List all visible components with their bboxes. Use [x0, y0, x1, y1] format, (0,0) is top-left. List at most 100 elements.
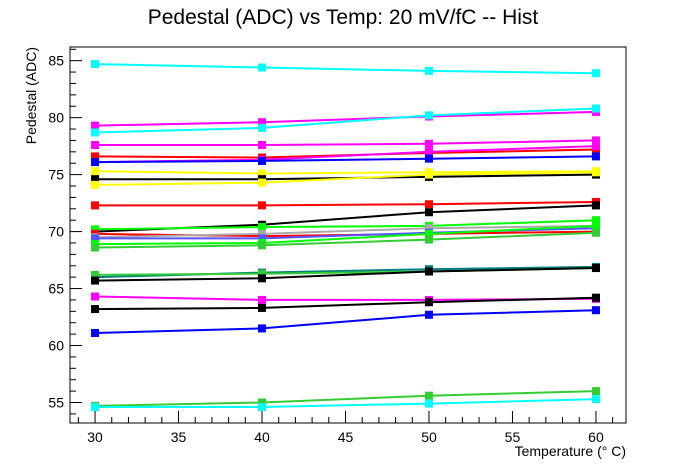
y-tick-label: 55 [48, 394, 64, 410]
data-point [91, 234, 100, 243]
series-line [95, 139, 596, 146]
x-tick-label: 35 [171, 429, 187, 445]
data-point [424, 208, 433, 217]
series-line [95, 201, 596, 207]
data-point [91, 140, 100, 149]
data-point [591, 201, 600, 210]
data-point [424, 399, 433, 408]
data-point [91, 167, 100, 176]
data-point [424, 391, 433, 400]
data-point [591, 221, 600, 230]
series-4 [91, 136, 600, 149]
data-point [91, 270, 100, 279]
data-point [258, 201, 267, 210]
chart-title: Pedestal (ADC) vs Temp: 20 mV/fC -- Hist [148, 6, 539, 29]
data-point [91, 152, 100, 161]
x-tick-label: 40 [254, 429, 270, 445]
x-tick-label: 45 [338, 429, 354, 445]
data-point [424, 229, 433, 238]
series-line [94, 107, 596, 134]
data-point [424, 224, 433, 233]
data-point [258, 63, 267, 72]
data-point [91, 403, 100, 412]
y-tick-label: 85 [48, 53, 64, 69]
data-point [591, 168, 600, 177]
data-point [91, 305, 100, 314]
data-point [591, 142, 600, 151]
data-point [258, 169, 267, 178]
data-point [91, 60, 100, 69]
data-point [258, 223, 267, 232]
data-point [258, 229, 267, 238]
data-point [424, 298, 433, 307]
x-tick-label: 55 [505, 429, 521, 445]
data-point [424, 147, 433, 156]
data-point [591, 69, 600, 78]
y-axis-label: Pedestal (ADC) [23, 47, 39, 144]
data-point [424, 267, 433, 276]
y-tick-label: 80 [48, 110, 64, 126]
data-point [258, 118, 267, 127]
series-21 [91, 264, 600, 285]
data-point [91, 276, 100, 285]
data-point [591, 387, 600, 396]
data-point [91, 128, 100, 137]
y-tick-label: 60 [48, 338, 64, 354]
data-point [91, 225, 100, 234]
data-point [424, 154, 433, 163]
series-line [94, 390, 596, 407]
data-point [91, 328, 100, 337]
series-line [94, 219, 596, 231]
series-1 [91, 60, 600, 78]
data-point [258, 156, 267, 165]
data-point [91, 243, 100, 252]
data-point [591, 293, 600, 302]
data-point [424, 235, 433, 244]
y-tick-label: 65 [48, 281, 64, 297]
data-point [91, 180, 100, 189]
series-10 [91, 168, 600, 189]
data-point [258, 123, 267, 132]
series-line [94, 155, 596, 164]
series-line [94, 170, 596, 175]
data-point [258, 241, 267, 250]
data-point [591, 216, 600, 225]
series-line [94, 296, 596, 311]
series-line [94, 224, 596, 246]
plot-frame [69, 46, 627, 424]
data-point [591, 104, 600, 113]
data-point [591, 264, 600, 273]
data-point [91, 158, 100, 167]
data-point [258, 140, 267, 149]
series-line [94, 171, 596, 186]
data-point [424, 139, 433, 148]
data-point [591, 228, 600, 237]
data-point [91, 201, 100, 210]
data-point [258, 303, 267, 312]
data-point [258, 295, 267, 304]
data-point [258, 324, 267, 333]
series-18 [91, 228, 600, 252]
x-tick-label: 50 [421, 429, 437, 445]
data-point [91, 121, 100, 130]
data-point [591, 136, 600, 145]
series-26 [91, 395, 600, 412]
series-24 [91, 306, 600, 337]
data-point [424, 200, 433, 209]
series-line [94, 267, 596, 282]
data-point [424, 310, 433, 319]
y-tick-label: 70 [48, 224, 64, 240]
data-point [258, 274, 267, 283]
data-point [591, 152, 600, 161]
x-tick-label: 30 [87, 429, 103, 445]
axes: 30 35 40 45 50 55 60 55 60 65 70 75 80 85 [48, 48, 614, 445]
series-line [94, 231, 596, 249]
series-line [94, 110, 596, 127]
series-line [94, 63, 596, 75]
data-point [258, 178, 267, 187]
series-line [95, 398, 596, 408]
data-point [258, 269, 267, 278]
series-line [94, 224, 596, 239]
series-7 [91, 152, 600, 167]
data-point [424, 66, 433, 75]
